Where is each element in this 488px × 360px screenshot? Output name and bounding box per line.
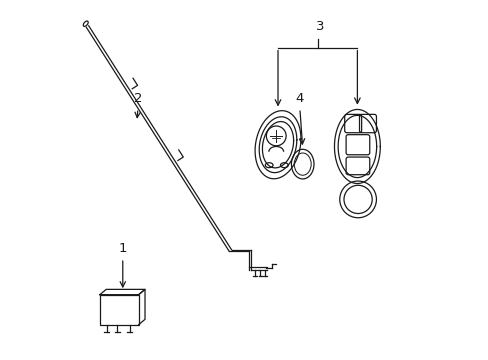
Text: 3: 3 — [315, 20, 324, 33]
Text: 2: 2 — [134, 93, 142, 118]
Ellipse shape — [291, 149, 313, 179]
Text: 1: 1 — [118, 242, 127, 287]
Text: 4: 4 — [294, 93, 304, 144]
Bar — [100, 294, 139, 325]
